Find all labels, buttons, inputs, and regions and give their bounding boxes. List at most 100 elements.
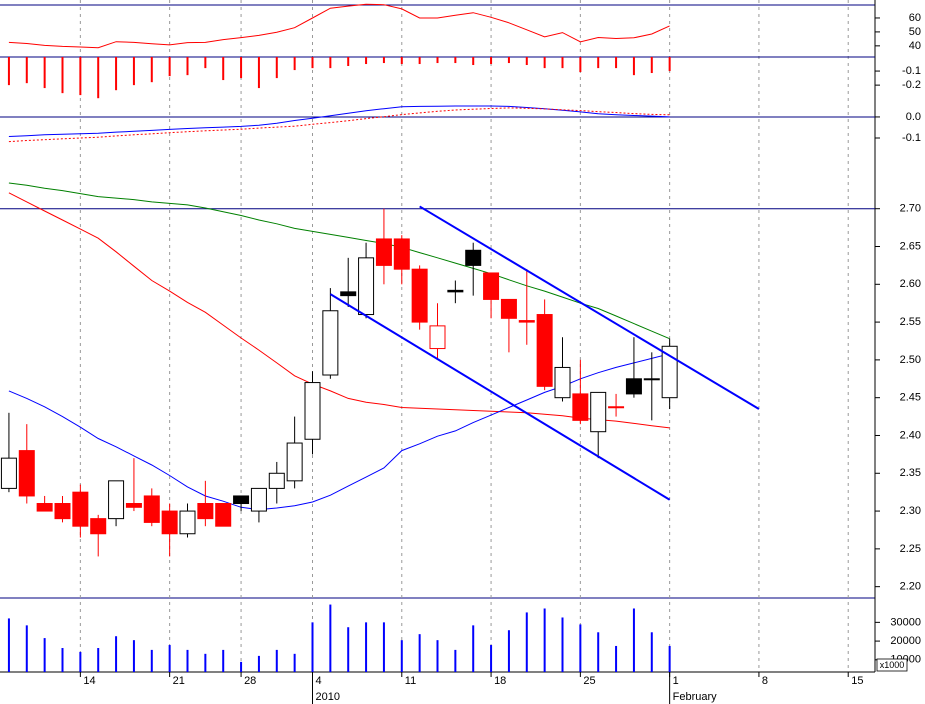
trend-line [329, 293, 671, 501]
bar [490, 645, 493, 672]
candle-body [250, 487, 267, 512]
bar [418, 634, 421, 672]
bar [615, 57, 618, 69]
candle-body [125, 503, 142, 508]
candle-body [483, 272, 500, 300]
y-tick-label: 2.20 [900, 581, 921, 593]
bar [329, 57, 332, 69]
bar [132, 57, 135, 86]
bar [472, 57, 475, 66]
bar [240, 57, 243, 79]
x-tick-label: 8 [762, 675, 768, 687]
bar [525, 612, 528, 672]
candle-body [518, 320, 535, 323]
candle-body [429, 325, 446, 350]
bar [579, 624, 582, 672]
series-line [8, 192, 670, 429]
candle-body [54, 503, 71, 520]
bar [61, 648, 64, 672]
bar [97, 648, 100, 672]
bar [150, 649, 153, 672]
bar [311, 57, 314, 69]
y-tick-label: 2.50 [900, 354, 921, 366]
month-label: 2010 [316, 691, 340, 703]
bar [7, 57, 10, 86]
bar [293, 57, 296, 71]
bar [311, 622, 314, 672]
bar [579, 57, 582, 73]
y-tick-label: 0.0 [906, 111, 921, 123]
candle-body [286, 442, 303, 482]
bar [186, 649, 189, 672]
candle-body [340, 291, 357, 297]
bar [168, 645, 171, 672]
candle-body [500, 298, 517, 319]
bar [150, 57, 153, 83]
bar [418, 57, 421, 65]
bar [650, 57, 653, 74]
y-tick-label: -0.1 [902, 65, 921, 77]
bar [561, 57, 564, 69]
bar [168, 57, 171, 77]
x-tick-label: 4 [316, 675, 322, 687]
y-tick-label: 2.35 [900, 467, 921, 479]
y-tick-label: -0.2 [902, 79, 921, 91]
bar [543, 57, 546, 69]
candle-body [536, 314, 553, 387]
bar [382, 57, 385, 64]
x-tick-label: 11 [405, 675, 416, 687]
bar [668, 645, 671, 672]
y-tick-label: 20000 [890, 635, 921, 647]
month-label: February [673, 691, 718, 703]
bar [597, 632, 600, 672]
bar [382, 622, 385, 672]
bar [257, 655, 260, 672]
y-tick-label: 2.55 [900, 316, 921, 328]
candle-body [161, 510, 178, 535]
y-tick-label: 2.65 [900, 240, 921, 252]
bar [668, 57, 671, 72]
x-tick-label: 28 [244, 675, 256, 687]
series-line [8, 182, 670, 340]
y-tick-label: 30000 [890, 616, 921, 628]
bar [632, 608, 635, 672]
candle-body [268, 472, 285, 489]
candle-body [411, 268, 428, 323]
bar [79, 57, 82, 96]
bar [543, 608, 546, 672]
candle-body [322, 310, 339, 376]
x-tick-label: 14 [83, 675, 95, 687]
bar [365, 57, 368, 65]
bar [61, 57, 64, 94]
y-tick-label: 2.40 [900, 429, 921, 441]
candle-body [393, 238, 410, 270]
bar [43, 638, 46, 672]
candle-body [358, 257, 375, 316]
y-tick-label: 60 [909, 12, 921, 24]
y-tick-label: 2.30 [900, 505, 921, 517]
bar [222, 57, 225, 81]
x-tick-label: 21 [173, 675, 185, 687]
bar [204, 653, 207, 672]
candle-body [304, 382, 321, 440]
bar [204, 57, 207, 69]
bar [507, 57, 510, 64]
bar [561, 617, 564, 672]
bar [400, 640, 403, 672]
bar [597, 57, 600, 69]
x-tick-label: 1 [673, 675, 679, 687]
trend-line [419, 205, 760, 410]
bar [115, 636, 118, 672]
candle-body [90, 518, 107, 535]
bar [454, 649, 457, 672]
bar [132, 640, 135, 672]
candle-body [18, 450, 35, 497]
bar [97, 57, 100, 99]
bar [436, 57, 439, 64]
bar [7, 618, 10, 672]
bar [79, 651, 82, 672]
y-tick-label: 2.25 [900, 543, 921, 555]
candle-body [608, 406, 625, 409]
bar [365, 622, 368, 672]
